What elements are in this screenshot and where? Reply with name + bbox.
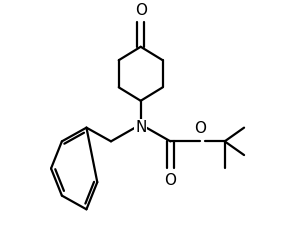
Text: O: O (194, 121, 206, 136)
Text: O: O (164, 173, 176, 188)
Text: N: N (135, 120, 146, 135)
Text: O: O (135, 3, 147, 18)
